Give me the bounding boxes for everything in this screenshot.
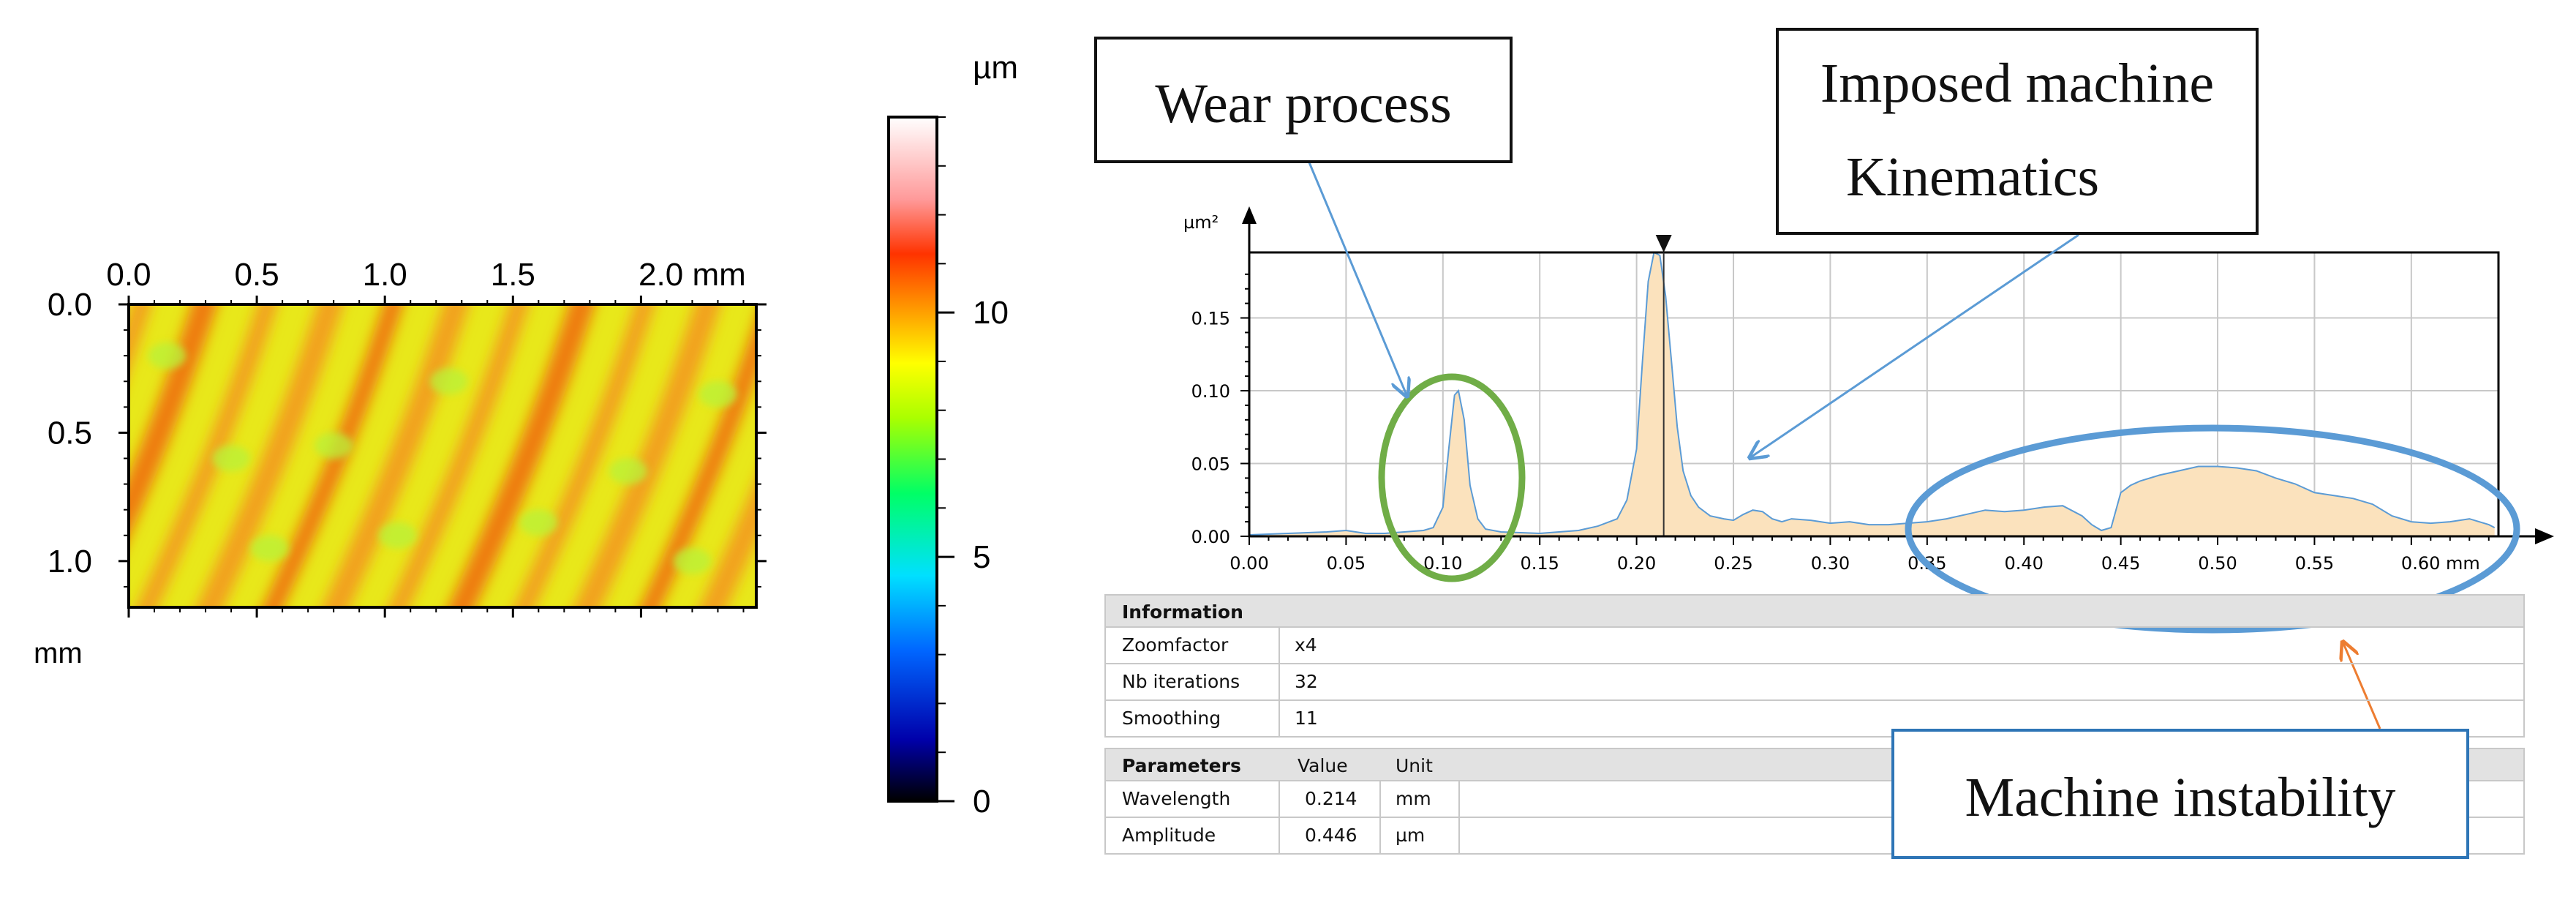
colorbar-ticks: 0 5 10 [937, 116, 1009, 819]
map-low-spot [673, 547, 712, 574]
map-low-spot [698, 380, 737, 408]
spectrum-x-tick-label: 0.50 [2198, 553, 2237, 574]
smoothing-label: Smoothing [1122, 708, 1221, 729]
information-header: Information [1104, 594, 2525, 628]
imposed-machine-text: Imposed machine [1820, 53, 2215, 114]
value-column-header: Value [1298, 755, 1348, 776]
map-streak [388, 304, 530, 607]
map-low-spot [315, 432, 353, 459]
colorbar-tick-label: 5 [973, 539, 990, 575]
colorbar-tick-label: 0 [973, 784, 990, 819]
spectrum-area [1249, 252, 2495, 536]
spectrum-y-tick-label: 0.10 [1191, 381, 1230, 402]
table-row: Amplitude 0.446 µm [1104, 818, 2525, 855]
spectrum-y-tick-label: 0.05 [1191, 454, 1230, 475]
wavelength-marker [1655, 235, 1672, 252]
colorbar-tick-label: 10 [973, 295, 1009, 331]
map-streak [448, 304, 595, 607]
spectrum-x-tick-label: 0.55 [2295, 553, 2334, 574]
surface-map-image [129, 304, 756, 607]
spectrum-x-tick-label: 0.30 [1811, 553, 1850, 574]
heatmap-y-tick-label: 0.5 [48, 415, 92, 451]
parameters-header-label: Parameters [1122, 755, 1241, 776]
map-streak [136, 304, 278, 607]
spectrum-x-tick-label: 0.15 [1520, 553, 1559, 574]
kinematics-text: Kinematics [1846, 146, 2100, 208]
map-streak [129, 304, 218, 539]
wear-process-arrow [1308, 162, 1407, 397]
x-axis-arrowhead [2535, 528, 2554, 544]
surface-map-frame [127, 303, 758, 609]
wavelength-unit: mm [1396, 788, 1431, 809]
heatmap-y-tick-label: 1.0 [48, 544, 92, 579]
map-low-spot [429, 368, 468, 395]
map-low-spot [212, 445, 251, 472]
spectrum-x-tick-label: 0.25 [1714, 553, 1752, 574]
map-streak [573, 304, 721, 607]
iterations-label: Nb iterations [1122, 671, 1240, 692]
heatmap-x-tick-label: 0.0 [106, 257, 151, 293]
map-low-spot [519, 509, 558, 536]
spectrum-line [1249, 251, 2496, 536]
map-low-spot [378, 522, 417, 549]
colorbar [887, 116, 938, 803]
machine-instability-ellipse [1905, 424, 2520, 634]
table-row: Wavelength 0.214 mm [1104, 781, 2525, 818]
spectrum-y-tick-label: 0.15 [1191, 309, 1230, 329]
iterations-value: 32 [1295, 671, 1318, 692]
map-low-spot [609, 458, 647, 485]
imposed-kinematics-callout: Imposed machine Kinematics [1776, 28, 2259, 235]
amplitude-value: 0.446 [1305, 825, 1357, 846]
spectrum-x-tick-label: 0.60 mm [2401, 553, 2480, 574]
instability-arrow [2343, 642, 2381, 729]
heatmap-x-tick-label: 1.5 [491, 257, 535, 293]
heatmap-y-unit: mm [34, 637, 83, 669]
amplitude-unit: µm [1396, 825, 1426, 846]
zoomfactor-label: Zoomfactor [1122, 634, 1229, 656]
zoomfactor-value: x4 [1295, 634, 1317, 656]
spectrum-x-tick-label: 0.40 [2005, 553, 2044, 574]
surface-map-ticks [118, 296, 767, 618]
heatmap-y-tick-label: 0.0 [48, 287, 92, 323]
wear-process-callout: Wear process [1094, 37, 1513, 163]
unit-column-header: Unit [1396, 755, 1433, 776]
wear-process-ellipse [1378, 373, 1526, 582]
map-streak [639, 318, 756, 607]
table-row: Nb iterations 32 [1104, 664, 2525, 701]
colorbar-unit: µm [973, 50, 1018, 86]
map-low-spot [250, 535, 289, 562]
machine-instability-text: Machine instability [1965, 767, 2396, 828]
wear-process-text: Wear process [1155, 73, 1452, 135]
machine-instability-callout: Machine instability [1891, 729, 2469, 859]
map-streak [129, 304, 152, 373]
map-streak [196, 304, 344, 607]
map-streak [513, 304, 655, 607]
amplitude-label: Amplitude [1122, 825, 1216, 846]
y-axis-arrowhead [1242, 206, 1257, 224]
kinematics-arrow [1750, 233, 2079, 458]
table-row: Zoomfactor x4 [1104, 628, 2525, 664]
spectrum-x-tick-label: 0.20 [1617, 553, 1656, 574]
spectrum-x-tick-label: 0.05 [1327, 553, 1366, 574]
spectrum-y-unit: µm² [1183, 212, 1219, 233]
smoothing-value: 11 [1295, 708, 1318, 729]
heatmap-x-tick-label: 2.0 mm [639, 257, 746, 293]
table-row: Smoothing 11 [1104, 701, 2525, 738]
map-streak [322, 304, 470, 607]
map-streak [699, 479, 756, 607]
spectrum-x-tick-label: 0.45 [2101, 553, 2140, 574]
spectrum-x-tick-label: 0.00 [1229, 553, 1268, 574]
heatmap-x-tick-label: 1.0 [363, 257, 407, 293]
spectrum-y-tick-label: 0.00 [1191, 527, 1230, 547]
map-low-spot [148, 342, 187, 369]
wavelength-value: 0.214 [1305, 788, 1357, 809]
wavelength-label: Wavelength [1122, 788, 1231, 809]
spectrum-ticks [1240, 273, 2490, 545]
heatmap-x-tick-label: 0.5 [235, 257, 279, 293]
